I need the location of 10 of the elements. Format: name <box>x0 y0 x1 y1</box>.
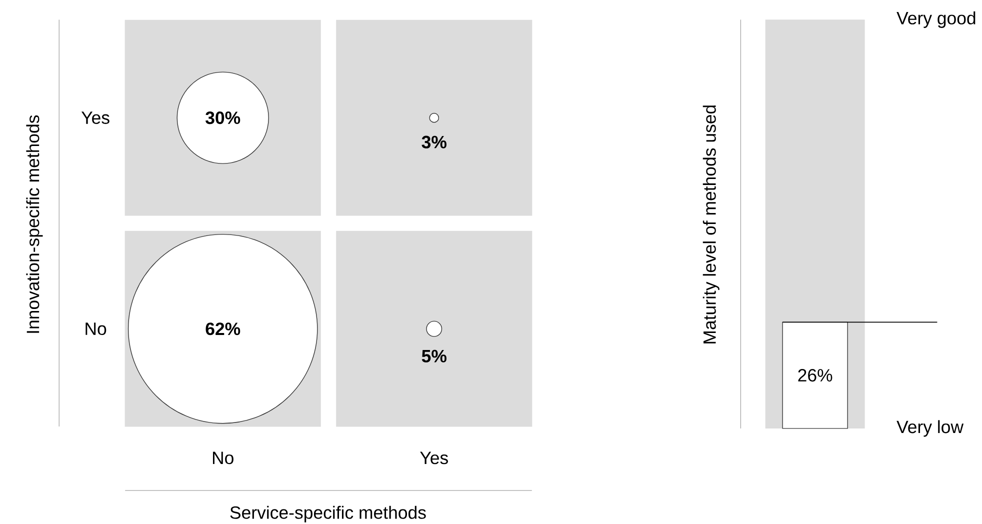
text: Very low <box>896 420 964 437</box>
text: Very good <box>896 11 976 28</box>
data-label: 3% <box>422 136 446 148</box>
x-axis-title: Service-specific methods <box>230 506 426 522</box>
y-axis-title: Innovation-specific methods <box>26 115 43 333</box>
data-label: 26% <box>798 369 832 382</box>
data-label: 62% <box>206 322 240 336</box>
y-axis-title: Maturity level of methods used <box>702 106 720 344</box>
data-label: 30% <box>206 112 240 124</box>
data-label: 5% <box>422 350 446 362</box>
